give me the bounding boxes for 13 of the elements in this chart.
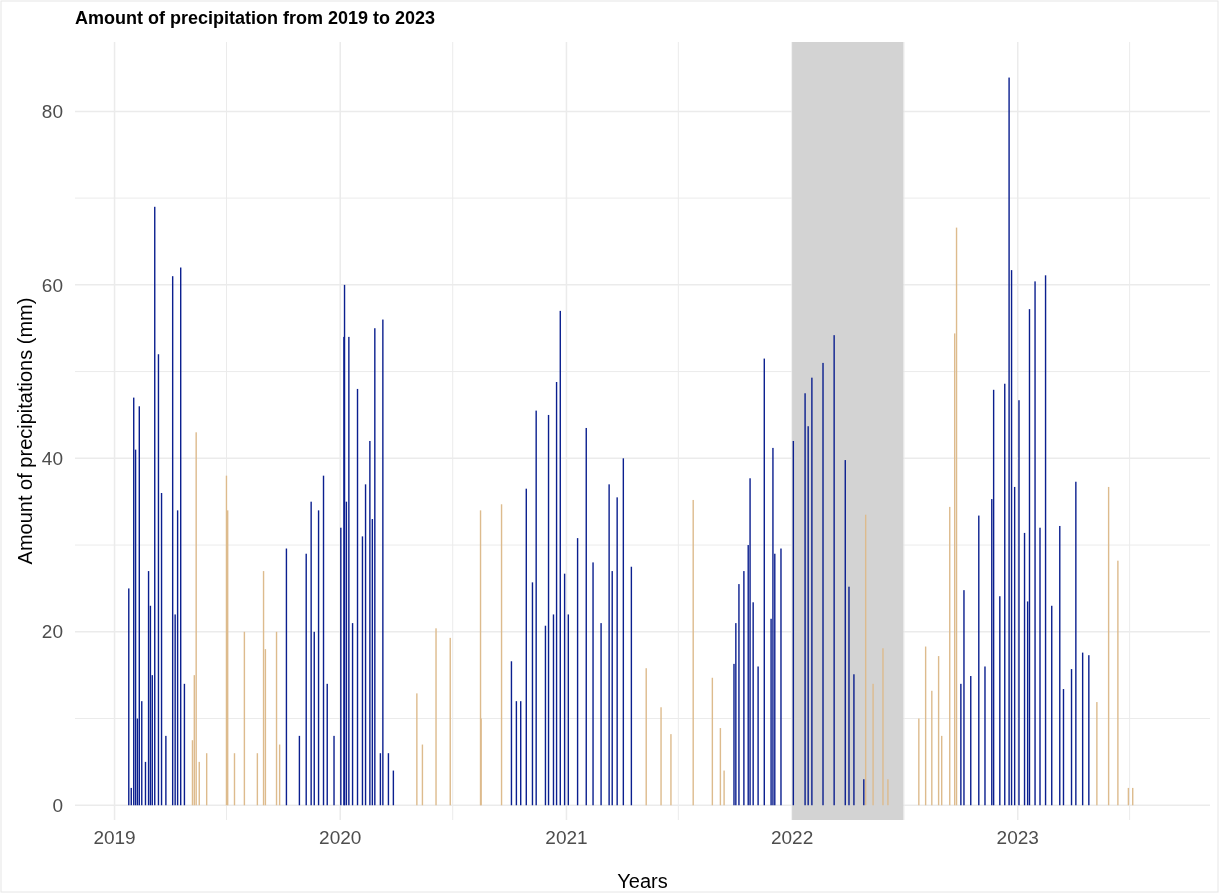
y-tick-label: 80 xyxy=(41,101,63,123)
y-tick-label: 0 xyxy=(52,794,63,816)
x-tick-label: 2021 xyxy=(545,827,588,848)
x-tick-label: 2023 xyxy=(996,827,1039,848)
x-tick-label: 2019 xyxy=(93,827,136,848)
x-axis-title: Years xyxy=(617,870,668,892)
y-tick-label: 20 xyxy=(41,621,63,643)
y-tick-label: 40 xyxy=(41,447,63,469)
chart-title: Amount of precipitation from 2019 to 2023 xyxy=(75,8,436,28)
x-tick-label: 2020 xyxy=(319,827,362,848)
x-tick-label: 2022 xyxy=(770,827,814,848)
y-tick-label: 60 xyxy=(41,274,63,296)
y-axis-title: Amount of precipitations (mm) xyxy=(14,297,36,565)
